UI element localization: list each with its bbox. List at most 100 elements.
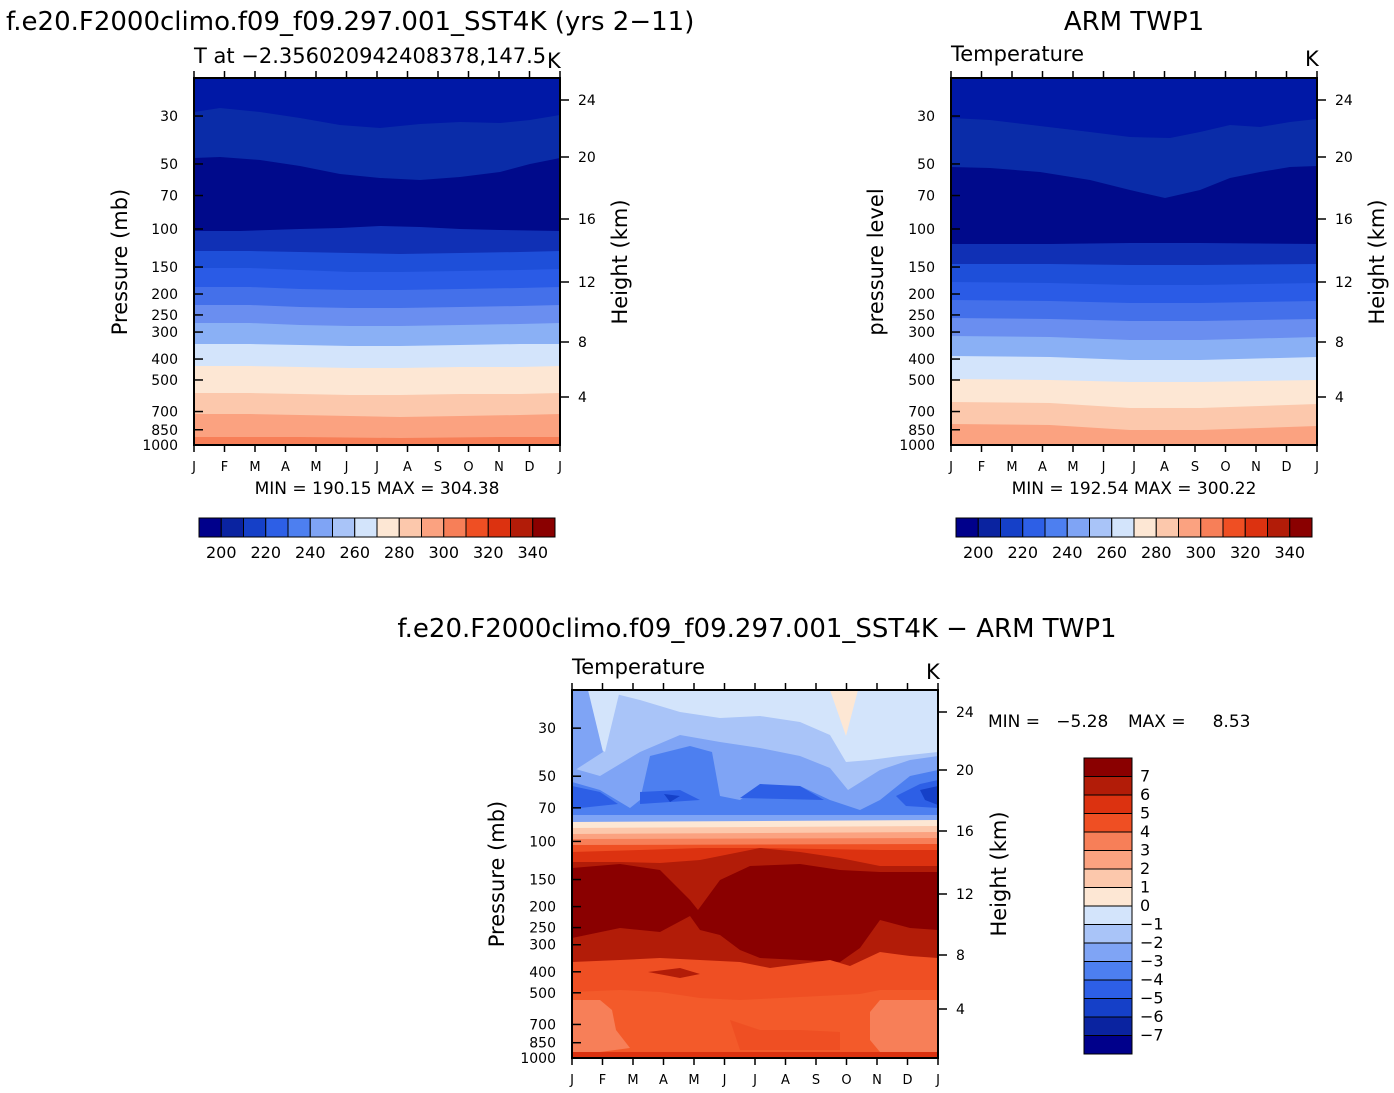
height-tick-label: 16	[956, 824, 974, 840]
pressure-tick-label: 70	[538, 801, 556, 817]
month-tick-label: J	[374, 460, 379, 475]
pressure-tick-label: 30	[917, 109, 935, 125]
colorbar-swatch	[1083, 757, 1133, 777]
colorbar-label: 3	[1140, 841, 1150, 860]
height-tick-label: 8	[956, 948, 965, 964]
pressure-tick-label: 100	[529, 834, 556, 850]
colorbar-swatch	[465, 517, 489, 538]
colorbar-label: 220	[1007, 543, 1038, 562]
pressure-tick-label: 400	[908, 352, 935, 368]
colorbar-label: 320	[473, 543, 504, 562]
colorbar-label: 4	[1140, 822, 1150, 841]
pressure-tick-label: 850	[529, 1036, 556, 1052]
colorbar-swatch	[1289, 517, 1313, 538]
colorbar-label: 200	[963, 543, 994, 562]
pressure-tick-label: 850	[151, 423, 178, 439]
panel2-band	[951, 424, 1317, 445]
panel1-band	[194, 437, 560, 445]
height-tick-label: 20	[578, 150, 596, 166]
month-tick-label: S	[812, 1073, 820, 1088]
height-tick-label: 8	[578, 335, 587, 351]
colorbar-swatch	[1083, 979, 1133, 999]
month-tick-label: J	[1101, 460, 1106, 475]
month-tick-label: F	[221, 460, 228, 475]
panel2-subtitle: Temperature	[950, 42, 1084, 66]
month-tick-label: N	[1251, 460, 1261, 475]
month-tick-label: A	[1038, 460, 1047, 475]
month-tick-label: F	[978, 460, 985, 475]
colorbar-swatch	[1083, 905, 1133, 925]
colorbar-swatch	[1111, 517, 1135, 538]
colorbar-swatch	[1083, 942, 1133, 962]
colorbar-label: −3	[1140, 952, 1164, 971]
colorbar-swatch	[1083, 831, 1133, 851]
panel1-ylabel: Pressure (mb)	[108, 189, 132, 336]
month-tick-label: J	[569, 1073, 574, 1088]
panel3-band	[830, 690, 858, 736]
pressure-tick-label: 30	[160, 109, 178, 125]
panel1-title: f.e20.F2000climo.f09_f09.297.001_SST4K (…	[6, 7, 694, 37]
pressure-tick-label: 200	[908, 287, 935, 303]
panel2-stats: MIN = 192.54 MAX = 300.22	[1012, 479, 1257, 499]
panel3-ylabel-right: Height (km)	[987, 811, 1011, 936]
colorbar-swatch	[1083, 887, 1133, 907]
pressure-tick-label: 300	[529, 938, 556, 954]
colorbar-swatch	[1083, 961, 1133, 981]
panel2-title: ARM TWP1	[1064, 7, 1204, 37]
colorbar-swatch	[510, 517, 534, 538]
height-tick-label: 12	[1335, 275, 1353, 291]
month-tick-label: M	[249, 460, 260, 475]
month-tick-label: D	[902, 1073, 912, 1088]
month-tick-label: M	[310, 460, 321, 475]
panel3-band	[896, 780, 938, 808]
colorbar-label: 200	[206, 543, 237, 562]
month-tick-label: M	[1067, 460, 1078, 475]
month-tick-label: M	[688, 1073, 699, 1088]
panel3-band	[740, 784, 824, 800]
month-tick-label: A	[281, 460, 290, 475]
panel1-height-axis: 24 20 16 12 8 4	[560, 93, 596, 406]
panel3-stats-min: MIN = −5.28	[988, 712, 1108, 732]
colorbar-swatch	[1044, 517, 1068, 538]
colorbar-label: 340	[517, 543, 548, 562]
pressure-tick-label: 250	[908, 308, 935, 324]
colorbar-swatch	[1133, 517, 1157, 538]
colorbar-label: 320	[1230, 543, 1261, 562]
colorbar-swatch	[376, 517, 400, 538]
panel1-plot-area	[193, 77, 561, 446]
pressure-tick-label: 100	[908, 222, 935, 238]
height-tick-label: 24	[578, 93, 596, 109]
month-tick-label: S	[1191, 460, 1199, 475]
colorbar-swatch	[1178, 517, 1202, 538]
colorbar-swatch	[1083, 850, 1133, 870]
colorbar-label: 2	[1140, 859, 1150, 878]
month-tick-label: D	[1281, 460, 1291, 475]
panel3-band	[572, 990, 938, 1058]
pressure-tick-label: 500	[529, 986, 556, 1002]
colorbar-swatch	[265, 517, 289, 538]
pressure-tick-label: 100	[151, 222, 178, 238]
height-tick-label: 4	[578, 390, 587, 406]
panel1-colorbar: 200 220 240 260 280 300 320 340	[198, 517, 556, 562]
pressure-tick-label: 1000	[899, 438, 935, 454]
month-tick-label: M	[1006, 460, 1017, 475]
month-tick-label: J	[1314, 460, 1319, 475]
colorbar-swatch	[398, 517, 422, 538]
height-tick-label: 4	[956, 1002, 965, 1018]
height-tick-label: 8	[1335, 335, 1344, 351]
month-tick-label: D	[524, 460, 534, 475]
colorbar-swatch	[487, 517, 511, 538]
colorbar-swatch	[977, 517, 1001, 538]
colorbar-swatch	[287, 517, 311, 538]
panel3-height-axis: 24 20 16 12 8 4	[938, 705, 974, 1018]
colorbar-label: 7	[1140, 767, 1150, 786]
panel3-band	[572, 786, 618, 808]
pressure-tick-label: 150	[529, 873, 556, 889]
panel2-height-axis: 24 20 16 12 8 4	[1317, 93, 1353, 406]
panel3-subtitle: Temperature	[571, 655, 705, 679]
month-tick-label: F	[599, 1073, 606, 1088]
pressure-tick-label: 200	[151, 287, 178, 303]
